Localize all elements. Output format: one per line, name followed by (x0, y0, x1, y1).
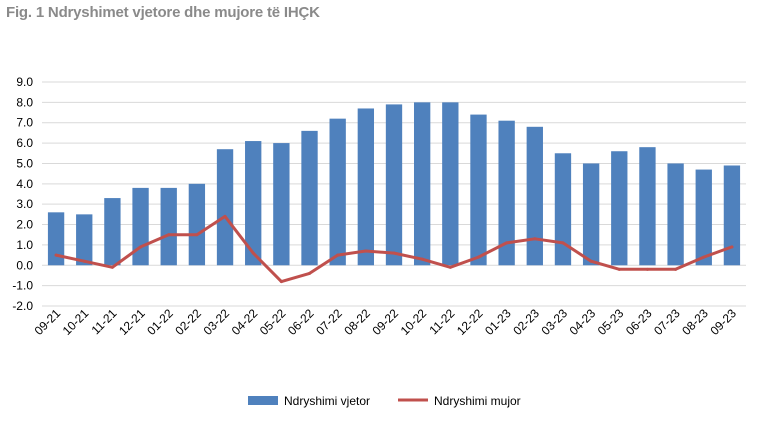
bar-12-22 (470, 114, 487, 266)
x-tick-label: 08-22 (341, 306, 373, 338)
x-tick-label: 08-23 (679, 306, 711, 338)
x-tick-label: 03-23 (538, 306, 570, 338)
line-point-03-22 (223, 214, 227, 218)
line-point-10-21 (82, 259, 86, 263)
line-point-12-21 (139, 245, 143, 249)
x-tick-label: 06-22 (285, 306, 317, 338)
line-point-05-22 (279, 280, 283, 284)
line-point-12-22 (476, 255, 480, 259)
y-tick-label: -1.0 (12, 279, 33, 293)
line-point-09-23 (730, 245, 734, 249)
line-series (54, 214, 734, 284)
bar-08-23 (695, 169, 712, 266)
bar-04-22 (245, 141, 262, 266)
line-point-05-23 (617, 267, 621, 271)
x-tick-label: 02-22 (172, 306, 204, 338)
figure-title: Fig. 1 Ndryshimet vjetore dhe mujore të … (6, 4, 320, 21)
bar-01-22 (160, 187, 177, 266)
x-tick-label: 06-23 (623, 306, 655, 338)
bar-01-23 (498, 120, 515, 266)
x-tick-label: 04-22 (229, 306, 261, 338)
line-point-01-23 (505, 241, 509, 245)
x-axis-ticks: 09-2110-2111-2112-2101-2202-2203-2204-22… (32, 306, 740, 338)
bar-07-22 (329, 118, 346, 266)
bar-series (47, 102, 741, 266)
line-point-01-22 (167, 233, 171, 237)
bar-02-23 (526, 126, 543, 266)
x-tick-label: 10-22 (398, 306, 430, 338)
x-tick-label: 01-22 (144, 306, 176, 338)
line-point-11-21 (110, 265, 114, 269)
y-tick-label: 2.0 (16, 218, 33, 232)
line-point-02-22 (195, 233, 199, 237)
legend: Ndryshimi vjetor Ndryshimi mujor (248, 394, 521, 408)
y-tick-label: 0.0 (16, 258, 33, 272)
bar-05-23 (611, 151, 628, 266)
x-tick-label: 12-22 (454, 306, 486, 338)
x-tick-label: 10-21 (60, 306, 92, 338)
bar-03-23 (554, 153, 572, 266)
x-tick-label: 02-23 (510, 306, 542, 338)
legend-swatch-annual (248, 396, 278, 405)
x-tick-label: 09-22 (370, 306, 402, 338)
bar-06-23 (639, 147, 656, 266)
x-tick-label: 07-23 (651, 306, 683, 338)
x-tick-label: 09-21 (32, 306, 64, 338)
line-point-04-23 (589, 259, 593, 263)
line-point-06-23 (645, 267, 649, 271)
x-tick-label: 09-23 (707, 306, 739, 338)
line-point-06-22 (308, 271, 312, 275)
bar-05-22 (273, 143, 290, 266)
x-tick-label: 03-22 (201, 306, 233, 338)
bar-09-22 (385, 104, 403, 266)
bar-07-23 (667, 163, 684, 266)
bar-10-21 (76, 214, 93, 266)
y-tick-label: 4.0 (16, 177, 33, 191)
line-point-07-23 (674, 267, 678, 271)
line-point-08-22 (364, 249, 368, 253)
bar-08-22 (357, 108, 375, 266)
bar-02-22 (188, 183, 206, 266)
line-point-03-23 (561, 241, 565, 245)
y-tick-label: 8.0 (16, 95, 33, 109)
bar-11-21 (104, 198, 121, 266)
line-point-10-22 (420, 257, 424, 261)
y-tick-label: 6.0 (16, 136, 33, 150)
line-point-09-21 (54, 253, 58, 257)
line-point-02-23 (533, 237, 537, 241)
line-point-11-22 (448, 265, 452, 269)
y-tick-label: 7.0 (16, 116, 33, 130)
x-tick-label: 05-23 (595, 306, 627, 338)
line-point-08-23 (702, 255, 706, 259)
x-tick-label: 01-23 (482, 306, 514, 338)
x-tick-label: 11-22 (426, 306, 457, 337)
bar-11-22 (442, 102, 459, 266)
x-tick-label: 07-22 (313, 306, 345, 338)
x-tick-label: 05-22 (257, 306, 289, 338)
legend-label-monthly: Ndryshimi mujor (434, 394, 521, 408)
bar-09-23 (723, 165, 741, 266)
y-tick-label: 9.0 (16, 75, 33, 89)
bar-12-21 (132, 187, 149, 266)
y-tick-label: -2.0 (12, 299, 33, 313)
x-tick-label: 11-21 (89, 306, 120, 337)
x-tick-label: 12-21 (116, 306, 148, 338)
line-point-07-22 (336, 253, 340, 257)
line-point-04-22 (251, 251, 255, 255)
y-tick-label: 1.0 (16, 238, 33, 252)
bar-03-22 (216, 149, 234, 266)
line-point-09-22 (392, 251, 396, 255)
bar-09-21 (47, 212, 65, 266)
legend-label-annual: Ndryshimi vjetor (284, 394, 370, 408)
y-tick-label: 5.0 (16, 156, 33, 170)
y-axis-ticks: 9.0 8.0 7.0 6.0 5.0 4.0 3.0 2.0 1.0 0.0 -1.0 -2.0 (12, 75, 33, 313)
x-tick-label: 04-23 (567, 306, 599, 338)
bar-04-23 (582, 163, 600, 266)
bar-10-22 (413, 102, 431, 266)
bar-06-22 (301, 130, 318, 266)
y-tick-label: 3.0 (16, 197, 33, 211)
